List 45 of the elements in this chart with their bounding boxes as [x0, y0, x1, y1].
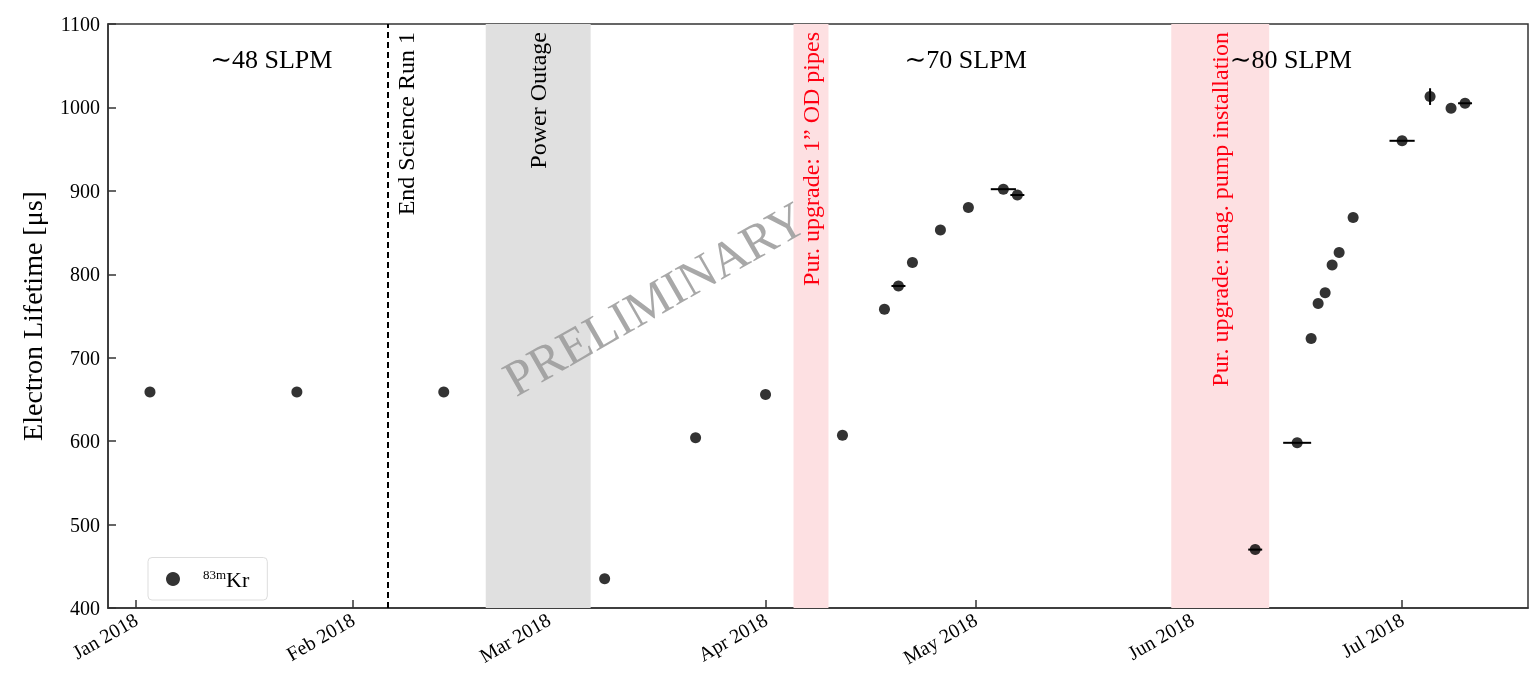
point [1011, 189, 1023, 201]
point [836, 429, 848, 441]
point [1305, 333, 1317, 345]
point [599, 573, 611, 585]
point [1333, 247, 1345, 259]
y-tick-label: 600 [70, 430, 100, 453]
x-tick-label: Apr 2018 [694, 608, 772, 667]
y-tick-label: 1100 [60, 13, 100, 35]
point [1445, 102, 1457, 114]
point [997, 183, 1009, 195]
point [438, 386, 450, 398]
y-tick-label: 800 [70, 263, 100, 286]
y-tick-label: 1000 [60, 96, 100, 119]
ref-line-label: End Science Run 1 [392, 32, 419, 216]
point [1396, 135, 1408, 147]
point [1319, 287, 1331, 299]
y-tick-label: 500 [70, 513, 100, 536]
band-label: Power Outage [525, 32, 552, 169]
point [906, 257, 918, 269]
point [690, 432, 702, 444]
point [1326, 259, 1338, 271]
point [1291, 437, 1303, 449]
annotation: ∼48 SLPM [210, 44, 333, 74]
point [291, 386, 303, 398]
point [144, 386, 156, 398]
y-tick-label: 700 [70, 346, 100, 369]
point [1347, 212, 1359, 224]
point [1424, 91, 1436, 103]
point [1249, 544, 1261, 556]
x-tick-label: Jul 2018 [1337, 608, 1408, 662]
annotation: ∼80 SLPM [1229, 44, 1352, 74]
point [962, 202, 974, 214]
point [934, 224, 946, 236]
point [1459, 97, 1471, 109]
x-tick-label: Jun 2018 [1123, 608, 1198, 664]
point [878, 303, 890, 315]
point [892, 280, 904, 292]
x-tick-label: Feb 2018 [282, 608, 359, 665]
y-axis-title: Electron Lifetime [μs] [16, 191, 48, 441]
y-tick-label: 400 [70, 597, 100, 619]
point [1312, 297, 1324, 309]
y-tick-label: 900 [70, 179, 100, 202]
x-tick-label: Mar 2018 [475, 608, 555, 667]
x-tick-label: May 2018 [899, 608, 982, 670]
annotation: ∼70 SLPM [904, 44, 1027, 74]
